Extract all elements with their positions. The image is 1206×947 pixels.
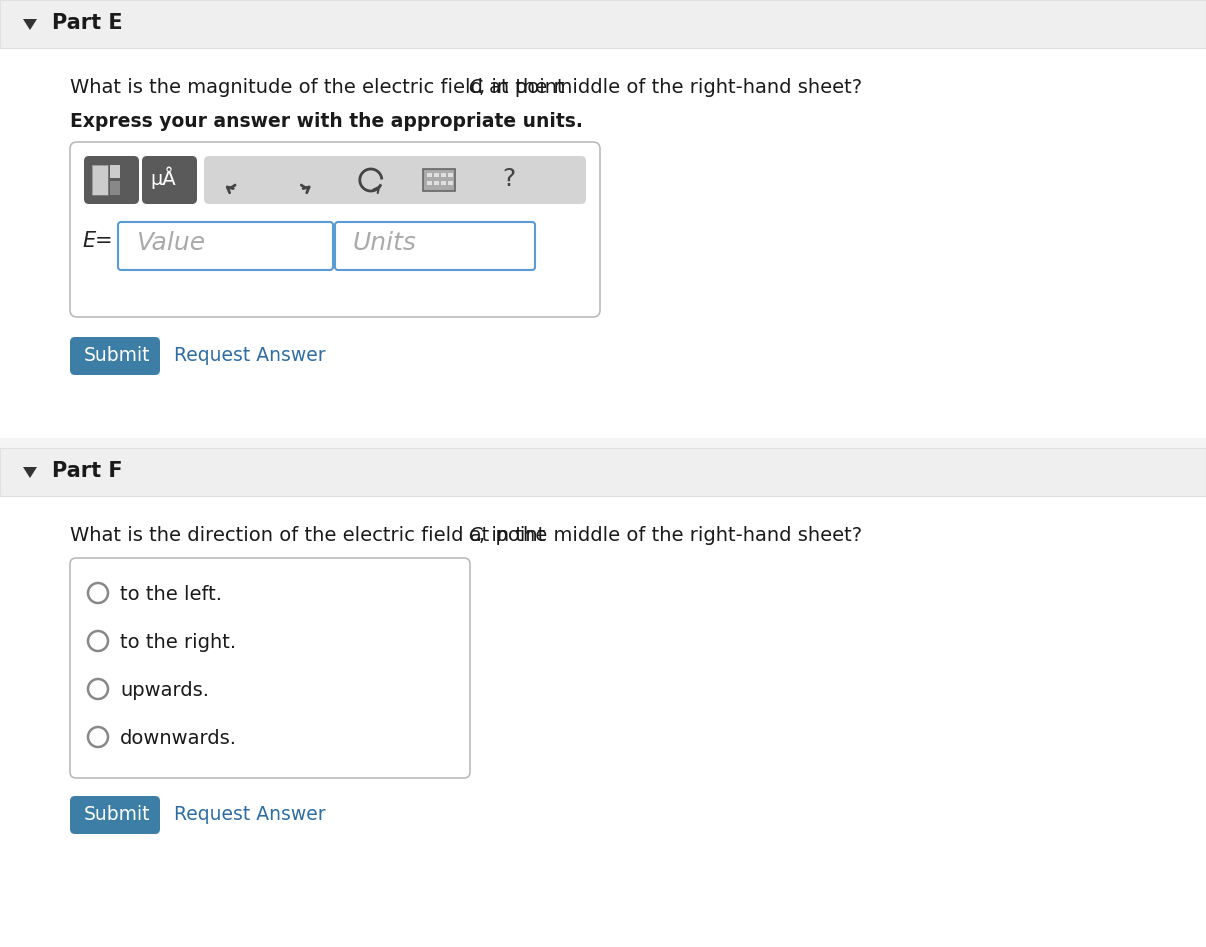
Bar: [92, 165, 109, 195]
Text: Value: Value: [136, 231, 205, 255]
FancyBboxPatch shape: [84, 156, 139, 204]
FancyBboxPatch shape: [70, 337, 160, 375]
Text: C: C: [469, 526, 482, 545]
Bar: [0, 48, 1206, 438]
Bar: [441, 173, 446, 177]
Bar: [0, 0, 1206, 48]
FancyBboxPatch shape: [118, 222, 333, 270]
Bar: [110, 165, 121, 178]
Bar: [427, 181, 432, 185]
Circle shape: [88, 583, 109, 603]
Text: =: =: [95, 231, 112, 251]
Text: Submit: Submit: [84, 346, 151, 365]
FancyBboxPatch shape: [204, 156, 586, 204]
Text: , in the middle of the right-hand sheet?: , in the middle of the right-hand sheet?: [479, 526, 861, 545]
Text: upwards.: upwards.: [121, 681, 209, 700]
FancyBboxPatch shape: [70, 796, 160, 834]
Bar: [92, 165, 109, 195]
Polygon shape: [23, 19, 37, 30]
Text: to the left.: to the left.: [121, 585, 222, 604]
Text: , in the middle of the right-hand sheet?: , in the middle of the right-hand sheet?: [479, 78, 861, 97]
Circle shape: [88, 679, 109, 699]
FancyBboxPatch shape: [70, 558, 470, 778]
Text: Submit: Submit: [84, 805, 151, 824]
Bar: [0, 496, 1206, 947]
Bar: [434, 173, 439, 177]
Text: ?: ?: [503, 167, 516, 191]
Text: μÅ: μÅ: [150, 166, 176, 188]
Bar: [0, 448, 1206, 496]
Bar: [427, 173, 432, 177]
Polygon shape: [23, 467, 37, 478]
Bar: [441, 181, 446, 185]
Bar: [449, 181, 453, 185]
Text: What is the magnitude of the electric field at point: What is the magnitude of the electric fi…: [70, 78, 570, 97]
Text: to the right.: to the right.: [121, 633, 236, 652]
Text: downwards.: downwards.: [121, 729, 238, 748]
Text: Part F: Part F: [52, 461, 123, 481]
Text: Request Answer: Request Answer: [174, 346, 326, 365]
Text: C: C: [469, 78, 482, 97]
FancyBboxPatch shape: [335, 222, 535, 270]
Circle shape: [88, 727, 109, 747]
Bar: [449, 173, 453, 177]
Text: Express your answer with the appropriate units.: Express your answer with the appropriate…: [70, 112, 582, 131]
Text: Units: Units: [353, 231, 417, 255]
Circle shape: [88, 631, 109, 651]
Bar: [423, 169, 455, 191]
Text: E: E: [82, 231, 95, 251]
Text: Request Answer: Request Answer: [174, 805, 326, 824]
FancyBboxPatch shape: [142, 156, 197, 204]
Bar: [0, 438, 1206, 448]
Bar: [110, 181, 121, 195]
Text: Part E: Part E: [52, 13, 123, 33]
FancyBboxPatch shape: [70, 142, 601, 317]
Text: What is the direction of the electric field at point: What is the direction of the electric fi…: [70, 526, 551, 545]
Bar: [434, 181, 439, 185]
